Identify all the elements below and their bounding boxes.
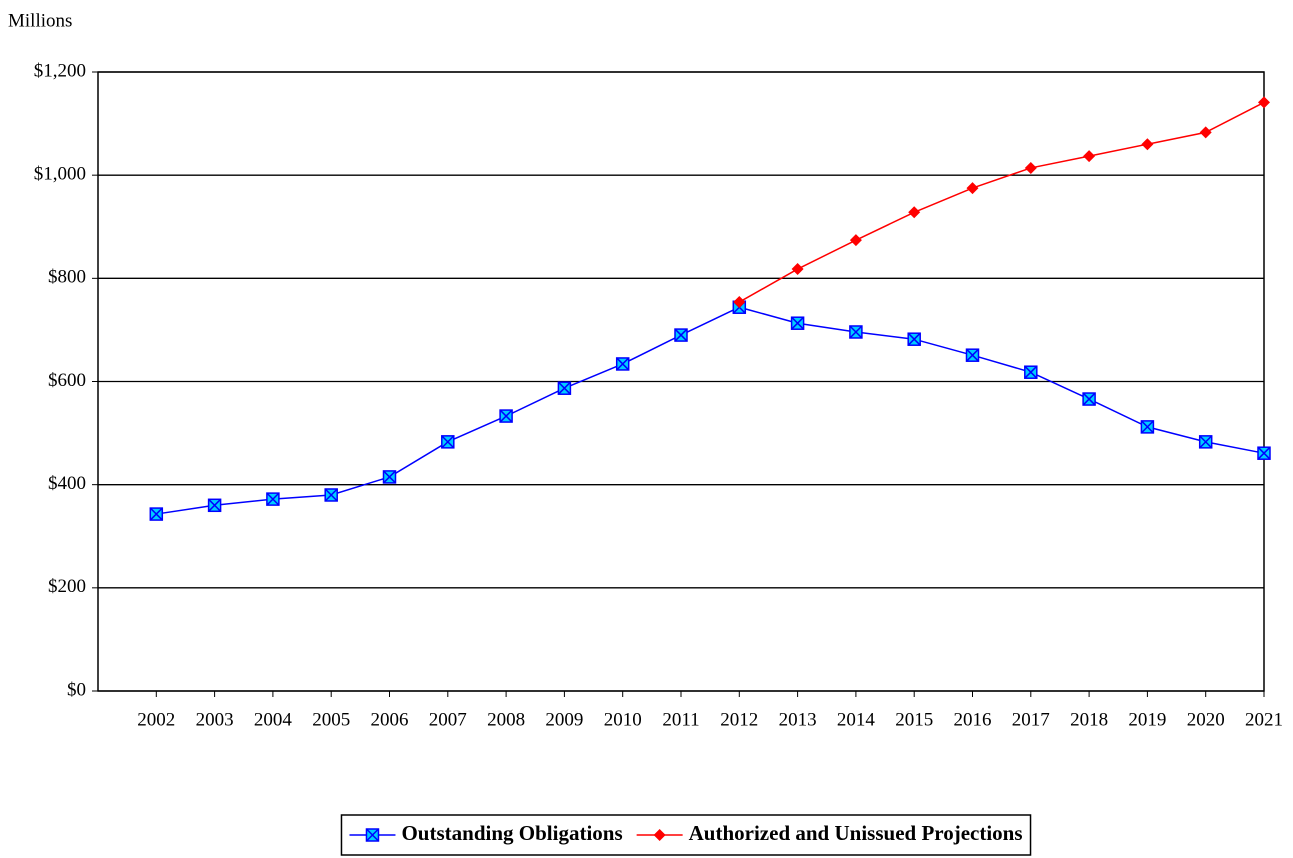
marker-x [149,507,163,521]
marker [1082,392,1096,406]
marker [441,435,455,449]
marker [849,234,862,247]
y-tick-label: $1,000 [34,164,86,185]
marker [382,470,397,484]
marker [1199,126,1212,139]
marker-x [441,435,455,449]
marker-x [365,828,380,842]
legend-item: Outstanding Obligations [349,821,623,845]
legend-box [340,814,1032,856]
marker [1024,365,1038,379]
marker-x [907,332,921,346]
y-tick-label: $200 [48,576,86,597]
marker [149,507,164,521]
x-tick-label: 2005 [312,709,350,730]
x-tick-label: 2018 [1070,709,1108,730]
x-tick-label: 2014 [837,709,876,730]
marker-x [674,328,688,342]
series-line [156,306,1265,515]
marker-x [791,316,805,330]
y-tick-label: $600 [48,370,86,391]
x-tick-label: 2003 [196,709,234,730]
marker-x [1257,446,1271,460]
marker-x [965,348,980,362]
marker-x [1024,365,1038,379]
marker [733,296,746,309]
x-tick-label: 2011 [662,709,699,730]
marker [1257,446,1271,460]
marker [1141,138,1154,151]
marker [1024,161,1037,174]
x-tick-label: 2006 [371,709,409,730]
marker-x [849,325,863,339]
marker [966,182,979,195]
legend-item: Authorized and Unissued Projections [636,821,1023,845]
marker [674,328,688,342]
marker [965,348,980,362]
marker-x [499,409,513,423]
y-tick-label: $0 [67,679,86,700]
x-tick-label: 2016 [954,709,992,730]
x-tick-label: 2004 [254,709,293,730]
marker [653,829,666,841]
marker-x [266,492,280,506]
y-tick-label: $800 [48,267,86,288]
marker [499,409,513,423]
legend-label: Authorized and Unissued Projections [689,821,1023,845]
marker [907,332,921,346]
x-tick-label: 2017 [1012,709,1050,730]
x-tick-label: 2015 [895,709,933,730]
x-tick-label: 2020 [1187,709,1225,730]
x-tick-label: 2010 [604,709,642,730]
marker-x [324,488,338,502]
x-tick-label: 2021 [1245,709,1283,730]
marker [324,488,338,502]
marker-x [382,470,397,484]
marker-x [616,357,630,371]
marker [266,492,280,506]
marker-x [1199,435,1213,449]
x-tick-label: 2019 [1128,709,1166,730]
marker [1083,150,1096,163]
x-tick-label: 2012 [720,709,758,730]
y-tick-label: $400 [48,473,86,494]
marker [1258,96,1270,109]
x-tick-label: 2002 [137,709,175,730]
legend-label: Outstanding Obligations [401,821,622,845]
marker [557,381,572,395]
marker [615,357,630,371]
marker-x [1082,392,1096,406]
marker [1198,435,1213,449]
marker [207,498,222,513]
marker [908,206,921,219]
marker-x [208,498,222,512]
x-tick-label: 2013 [779,709,817,730]
marker-x [557,381,571,395]
legend: Outstanding Obligations Authorized and Un… [340,814,1032,856]
series-line [738,101,1265,303]
marker [790,316,805,330]
marker [365,828,380,842]
x-tick-label: 2008 [487,709,525,730]
x-tick-label: 2007 [429,709,467,730]
y-tick-label: $1,200 [34,60,86,81]
marker [1140,420,1155,434]
marker [791,263,804,276]
marker-x [1140,420,1154,434]
marker [849,325,863,339]
x-tick-label: 2009 [545,709,583,730]
y-axis-label: Millions [8,10,72,31]
